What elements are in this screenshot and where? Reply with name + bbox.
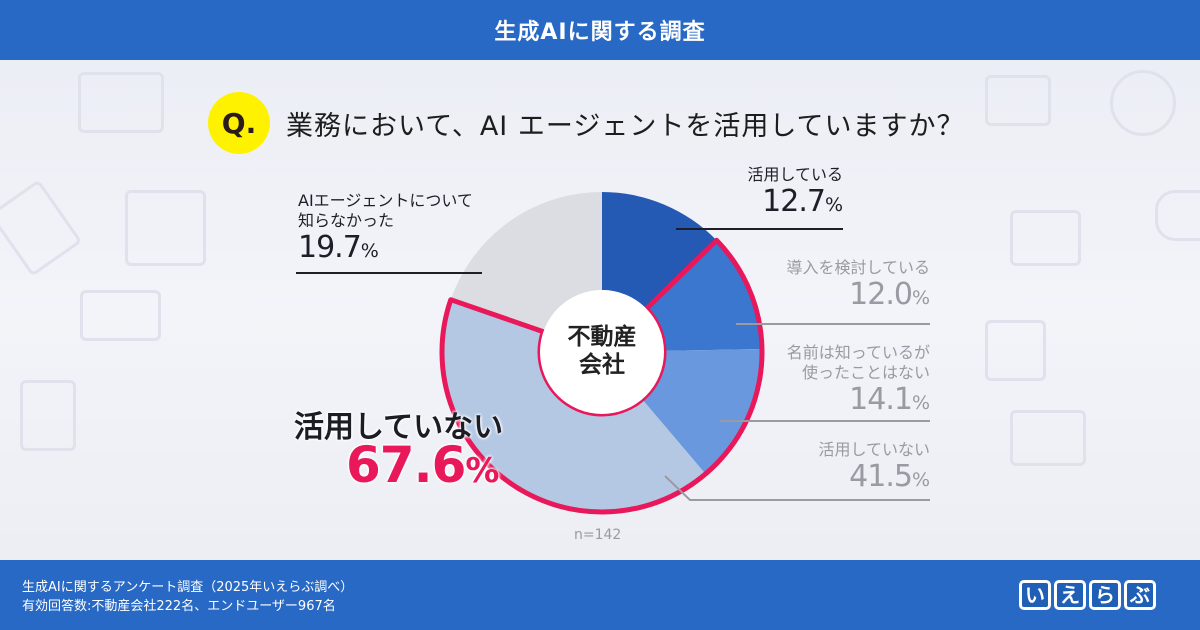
label-known-unused: 名前は知っているが 使ったことはない 14.1% — [740, 343, 930, 420]
sample-size: n=142 — [574, 527, 622, 543]
flag-icon — [985, 75, 1051, 126]
label-known-unused-name1: 名前は知っているが — [786, 343, 930, 362]
label-considering-name: 導入を検討している — [786, 258, 930, 277]
footer-survey-note: 生成AIに関するアンケート調査（2025年いえらぶ調べ） — [22, 580, 354, 595]
logo-char-4: ぶ — [1124, 580, 1156, 610]
label-considering-value: 12.0% — [849, 277, 930, 312]
label-not-using: 活用していない 41.5% — [740, 440, 930, 497]
leader-line-4 — [664, 475, 930, 501]
header-bar: 生成AIに関する調査 — [0, 0, 1200, 60]
donut-segment — [441, 299, 706, 513]
footer-notes: 生成AIに関するアンケート調査（2025年いえらぶ調べ） 有効回答数:不動産会社… — [22, 578, 353, 616]
donut-hole — [540, 290, 664, 414]
question-text: 業務において、AI エージェントを活用していますか？ — [286, 110, 965, 142]
logo-char-1: い — [1019, 580, 1051, 610]
logo-char-3: ら — [1089, 580, 1121, 610]
footer-respondents-note: 有効回答数:不動産会社222名、エンドユーザー967名 — [22, 599, 336, 614]
label-unaware-name2: 知らなかった — [298, 211, 395, 230]
video-icon — [1010, 410, 1086, 466]
chat-bubble-icon — [1155, 190, 1200, 241]
donut-segment — [450, 192, 602, 332]
document-icon — [20, 380, 76, 451]
label-considering: 導入を検討している 12.0% — [740, 258, 930, 315]
center-label-line1: 不動産 — [567, 324, 637, 350]
label-using-name: 活用している — [747, 165, 843, 184]
label-unaware-value: 19.7% — [298, 230, 379, 265]
cloud-database-icon — [1110, 70, 1176, 136]
donut-segment — [646, 240, 762, 351]
center-label: 不動産 会社 — [552, 323, 652, 379]
donut-segment — [602, 192, 717, 309]
ierabu-logo: い え ら ぶ — [1019, 580, 1156, 610]
footer-bar: 生成AIに関するアンケート調査（2025年いえらぶ調べ） 有効回答数:不動産会社… — [0, 560, 1200, 630]
label-using-value: 12.7% — [762, 184, 843, 219]
label-using: 活用している 12.7% — [700, 165, 843, 222]
label-not-using-value: 41.5% — [849, 459, 930, 494]
center-label-line2: 会社 — [579, 352, 625, 378]
label-unaware-name1: AIエージェントについて — [298, 191, 473, 210]
header-title: 生成AIに関する調査 — [494, 20, 706, 45]
money-icon — [80, 290, 161, 341]
envelope-icon — [1010, 210, 1081, 266]
label-known-unused-value: 14.1% — [849, 382, 930, 417]
question-badge: Q. — [208, 92, 270, 154]
highlight-value: 67.6% — [346, 436, 499, 494]
label-unaware: AIエージェントについて 知らなかった 19.7% — [298, 191, 518, 268]
logo-char-2: え — [1054, 580, 1086, 610]
building-icon — [125, 190, 206, 266]
highlight-label: 活用していない — [294, 410, 504, 445]
label-not-using-name: 活用していない — [818, 440, 930, 459]
calendar-icon — [985, 320, 1046, 381]
question-row: Q. 業務において、AI エージェントを活用していますか？ — [208, 92, 965, 154]
label-known-unused-name2: 使ったことはない — [801, 363, 930, 382]
laptop-icon — [78, 72, 164, 133]
